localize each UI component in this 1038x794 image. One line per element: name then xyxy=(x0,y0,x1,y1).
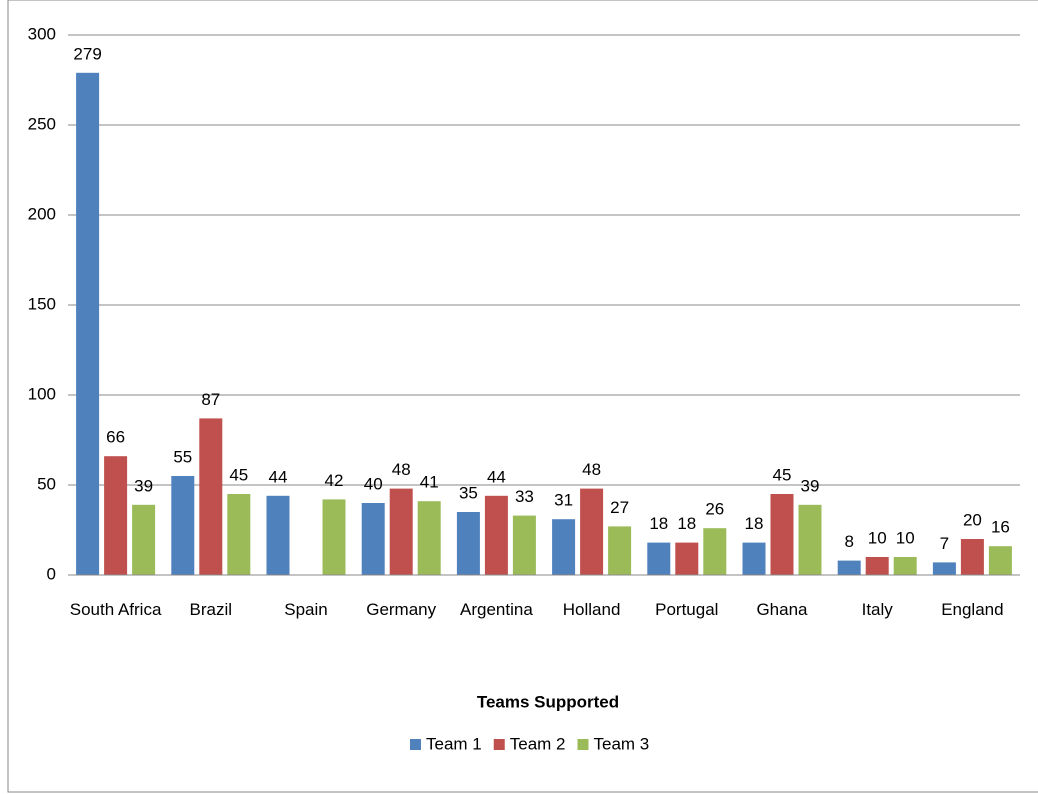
data-label: 31 xyxy=(554,491,573,510)
bar xyxy=(865,557,889,575)
data-label: 27 xyxy=(610,498,629,517)
legend-label: Team 2 xyxy=(510,734,566,753)
bar xyxy=(552,519,576,575)
data-label: 44 xyxy=(269,467,288,486)
bar xyxy=(703,528,727,575)
bar xyxy=(389,488,413,575)
y-tick-label: 150 xyxy=(28,294,56,313)
data-label: 39 xyxy=(801,476,820,495)
data-label: 48 xyxy=(582,460,601,479)
x-axis-title: Teams Supported xyxy=(477,692,619,711)
bar xyxy=(132,504,156,575)
bar xyxy=(456,512,480,575)
y-tick-label: 100 xyxy=(28,384,56,403)
x-tick-label: Holland xyxy=(562,600,621,619)
legend-swatch xyxy=(410,739,421,750)
bar xyxy=(76,72,100,576)
frame xyxy=(7,0,1038,793)
bar xyxy=(484,495,508,575)
bar xyxy=(417,501,441,575)
x-tick-label: Argentina xyxy=(460,600,533,619)
data-label: 18 xyxy=(745,514,764,533)
bar xyxy=(608,526,632,575)
data-label: 20 xyxy=(963,510,982,529)
data-label: 18 xyxy=(649,514,668,533)
legend-swatch xyxy=(577,739,589,750)
bar xyxy=(988,546,1012,575)
data-label: 10 xyxy=(868,528,887,547)
bar xyxy=(675,542,699,575)
bar xyxy=(742,542,766,575)
data-label: 18 xyxy=(677,514,696,533)
data-label: 45 xyxy=(773,465,792,484)
bar xyxy=(322,499,346,575)
data-label: 44 xyxy=(487,467,506,486)
data-label: 16 xyxy=(991,518,1010,537)
data-label: 48 xyxy=(392,460,411,479)
bar xyxy=(932,562,956,575)
data-label: 45 xyxy=(229,465,248,484)
bar xyxy=(361,503,385,575)
y-tick-label: 200 xyxy=(28,204,56,223)
bar xyxy=(960,539,984,575)
data-label: 40 xyxy=(364,474,383,493)
data-label: 35 xyxy=(459,483,478,502)
x-tick-label: South Africa xyxy=(69,600,162,619)
bar xyxy=(770,494,794,575)
bar xyxy=(266,495,290,575)
x-tick-label: Italy xyxy=(861,600,893,619)
data-label: 279 xyxy=(73,44,101,63)
data-label: 41 xyxy=(420,473,439,492)
bar xyxy=(647,542,671,575)
bar xyxy=(798,504,822,575)
bar xyxy=(171,476,195,575)
bar xyxy=(837,560,861,575)
y-tick-label: 50 xyxy=(37,474,56,493)
legend-label: Team 3 xyxy=(594,734,650,753)
bar xyxy=(512,515,536,575)
data-label: 7 xyxy=(940,534,949,553)
data-label: 8 xyxy=(844,532,853,551)
data-label: 42 xyxy=(325,471,344,490)
y-tick-label: 250 xyxy=(28,114,56,133)
x-tick-label: Ghana xyxy=(756,600,808,619)
bar xyxy=(227,494,251,575)
bar xyxy=(893,557,917,575)
y-tick-label: 0 xyxy=(47,564,56,583)
data-label: 26 xyxy=(705,500,724,519)
data-label: 66 xyxy=(106,428,125,447)
data-label: 87 xyxy=(201,390,220,409)
data-label: 10 xyxy=(896,528,915,547)
data-label: 39 xyxy=(134,476,153,495)
bar xyxy=(199,418,223,575)
x-tick-label: Spain xyxy=(284,600,328,619)
x-tick-label: England xyxy=(941,600,1004,619)
data-label: 33 xyxy=(515,487,534,506)
bar xyxy=(580,488,604,575)
y-tick-label: 300 xyxy=(28,24,56,43)
bar xyxy=(104,456,128,575)
legend-label: Team 1 xyxy=(426,734,482,753)
x-tick-label: Brazil xyxy=(189,600,233,619)
x-tick-label: Germany xyxy=(366,600,437,619)
legend-swatch xyxy=(493,739,505,750)
data-label: 55 xyxy=(173,447,192,466)
x-tick-label: Portugal xyxy=(655,600,719,619)
